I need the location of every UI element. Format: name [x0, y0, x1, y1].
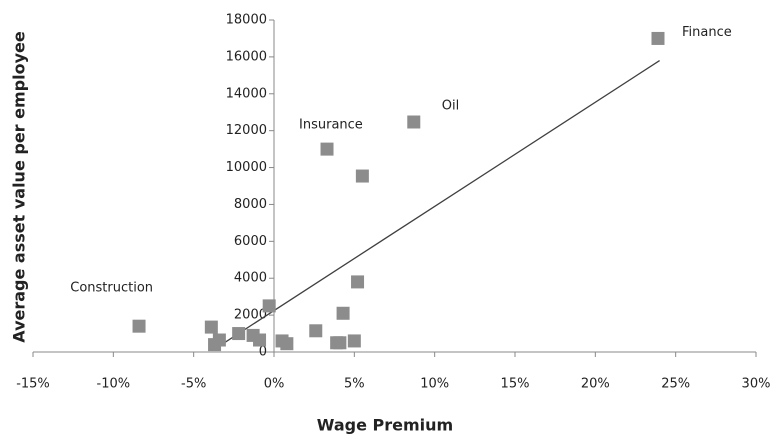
x-tick-label: 20%: [581, 377, 610, 392]
x-axis-title: Wage Premium: [317, 416, 453, 435]
point: [253, 333, 267, 347]
y-tick-label: 0: [259, 345, 267, 360]
y-tick-label: 10000: [226, 160, 267, 175]
point: [280, 337, 294, 351]
x-tick-label: 0%: [264, 377, 285, 392]
point: [336, 306, 350, 320]
point: [407, 115, 421, 129]
x-tick-label: 10%: [420, 377, 449, 392]
x-tick-label: 15%: [501, 377, 530, 392]
y-tick-label: 4000: [234, 271, 267, 286]
x-tick-label: 25%: [661, 377, 690, 392]
y-tick-label: 14000: [226, 86, 267, 101]
annotation: Construction: [70, 281, 153, 296]
y-tick-label: 6000: [234, 234, 267, 249]
x-tick-label: -10%: [97, 377, 131, 392]
point: [208, 338, 222, 352]
y-tick-label: 18000: [226, 13, 267, 28]
x-tick-label: -15%: [16, 377, 50, 392]
y-axis-title: Average asset value per employee: [10, 31, 29, 343]
y-tick-label: 12000: [226, 123, 267, 138]
y-tick-label: 16000: [226, 49, 267, 64]
point: [347, 334, 361, 348]
point: [262, 299, 276, 313]
annotation: Finance: [682, 25, 732, 40]
point: [232, 327, 246, 341]
y-tick-label: 2000: [234, 308, 267, 323]
point: [351, 275, 365, 289]
trendline: [212, 60, 660, 351]
x-tick-label: 30%: [742, 377, 771, 392]
x-tick-label: 5%: [344, 377, 365, 392]
y-tick-label: 8000: [234, 197, 267, 212]
point: [132, 319, 146, 333]
point: [309, 324, 323, 338]
annotation: Oil: [442, 98, 459, 113]
point: [320, 142, 334, 156]
point: [333, 336, 347, 350]
point: [355, 169, 369, 183]
annotation: Insurance: [299, 118, 363, 133]
x-tick-label: -5%: [181, 377, 206, 392]
point: [651, 31, 665, 45]
point: [204, 320, 218, 334]
